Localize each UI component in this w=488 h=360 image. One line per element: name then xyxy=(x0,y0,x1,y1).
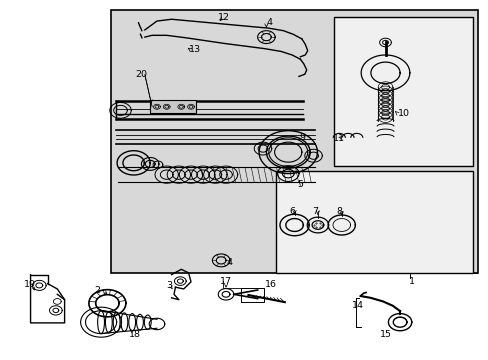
Bar xyxy=(241,288,264,302)
Text: 3: 3 xyxy=(165,281,171,290)
Text: 18: 18 xyxy=(128,330,141,339)
Text: 12: 12 xyxy=(217,13,229,22)
Text: 6: 6 xyxy=(289,207,295,216)
Text: 20: 20 xyxy=(135,70,147,79)
Text: 19: 19 xyxy=(24,280,36,289)
Text: 10: 10 xyxy=(397,109,409,118)
Text: 9: 9 xyxy=(298,132,305,141)
Bar xyxy=(111,10,477,273)
Bar xyxy=(149,100,196,113)
Text: 1: 1 xyxy=(408,277,414,286)
Text: 11: 11 xyxy=(332,134,345,143)
Text: 2: 2 xyxy=(95,285,101,294)
Text: 13: 13 xyxy=(188,45,200,54)
Text: 8: 8 xyxy=(335,207,341,216)
Text: 4: 4 xyxy=(266,18,272,27)
Text: 4: 4 xyxy=(225,258,231,267)
Text: 17: 17 xyxy=(220,277,232,286)
Bar xyxy=(334,18,472,166)
Bar xyxy=(276,171,472,273)
Text: 7: 7 xyxy=(312,207,318,216)
Text: 14: 14 xyxy=(351,301,363,310)
Text: 5: 5 xyxy=(296,180,303,189)
Text: 16: 16 xyxy=(264,280,276,289)
Text: 15: 15 xyxy=(379,330,391,339)
